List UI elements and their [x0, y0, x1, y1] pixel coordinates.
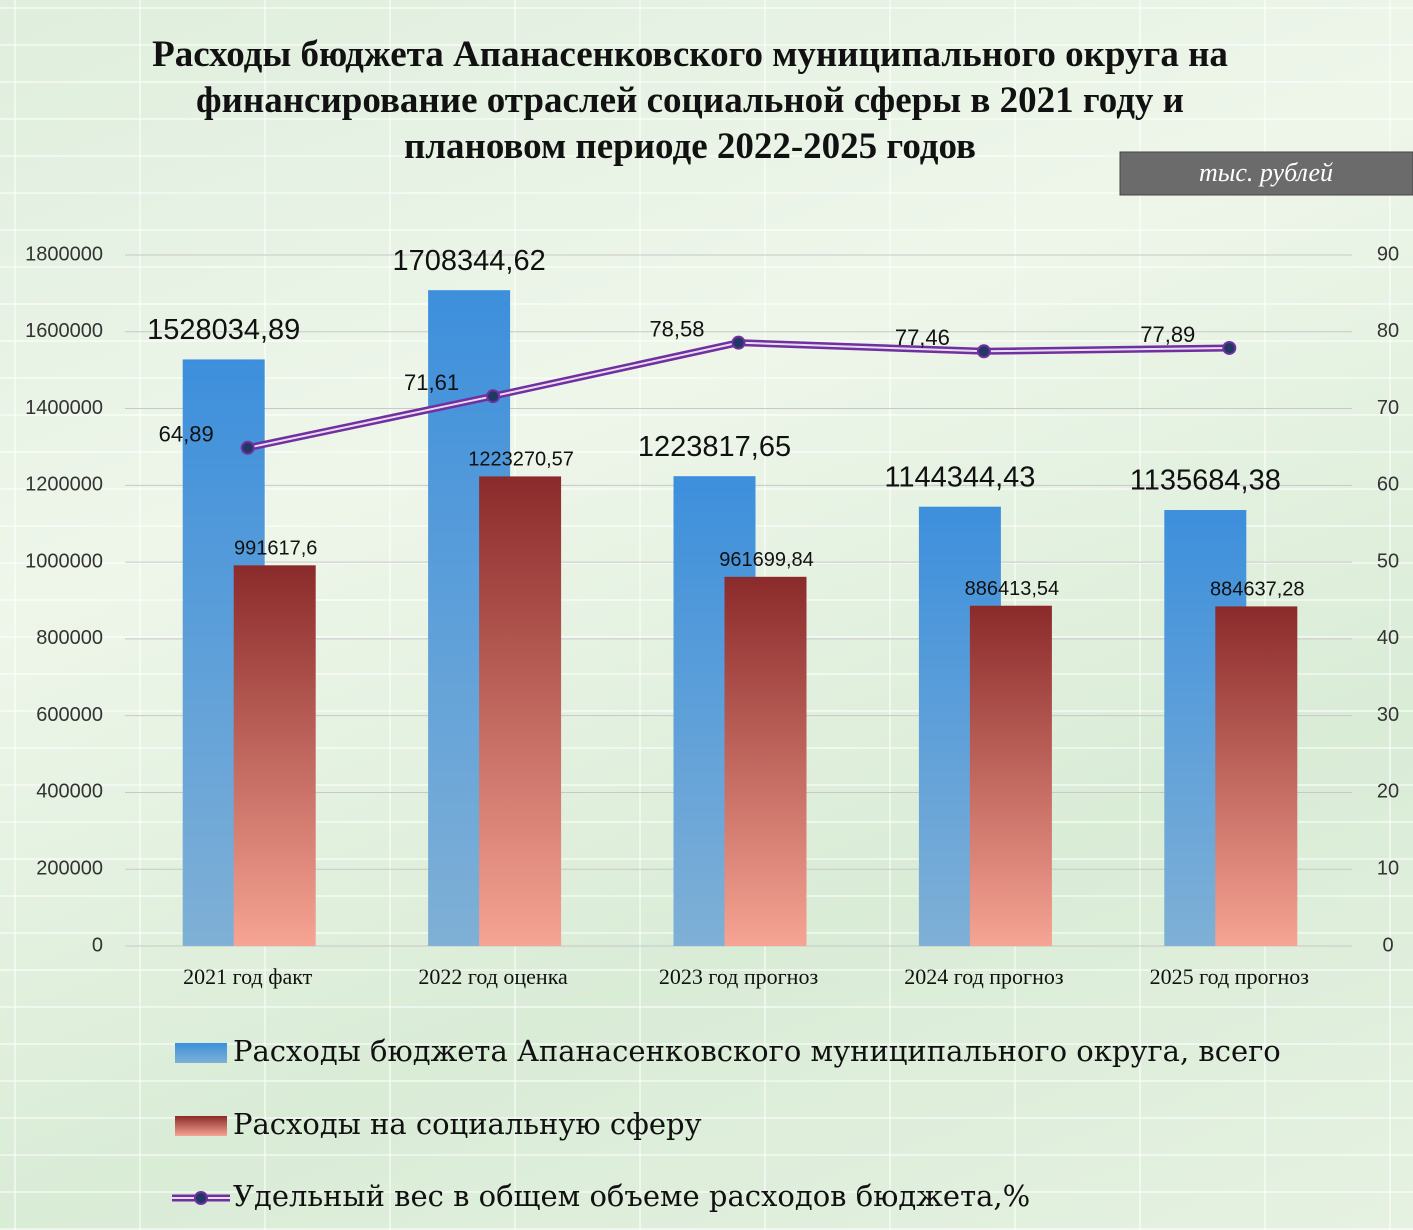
- y-tick-label: 400000: [36, 781, 103, 803]
- x-tick-label: 2025 год прогноз: [1150, 964, 1309, 989]
- legend-label: Расходы бюджета Апанасенковского муницип…: [233, 1034, 1281, 1068]
- y2-tick-label: 90: [1377, 243, 1399, 265]
- y2-tick-label: 50: [1377, 550, 1399, 572]
- data-label: 886413,54: [965, 578, 1060, 600]
- y-tick-label: 600000: [36, 704, 103, 726]
- bar: [725, 577, 807, 946]
- line-marker: [1223, 342, 1235, 354]
- data-label: 77,46: [895, 325, 950, 350]
- line-marker: [487, 390, 499, 402]
- legend-label: Расходы на социальную сферу: [233, 1107, 702, 1141]
- legend-swatch: [175, 1116, 227, 1136]
- data-label: 1528034,89: [147, 314, 300, 346]
- x-tick-label: 2022 год оценка: [418, 964, 568, 989]
- y2-tick-label: 40: [1377, 627, 1399, 649]
- data-label: 1223270,57: [468, 449, 574, 471]
- data-label: 884637,28: [1210, 579, 1305, 601]
- y2-tick-label: 20: [1377, 781, 1399, 803]
- line-marker: [733, 337, 745, 349]
- bar: [970, 606, 1052, 946]
- legend-label: Удельный вес в общем объеме расходов бюд…: [233, 1179, 1030, 1213]
- line-marker: [978, 345, 990, 357]
- data-label: 77,89: [1140, 322, 1195, 347]
- y-tick-label: 1000000: [25, 550, 103, 572]
- page: тыс. рублей 0200000400000600000800000100…: [0, 0, 1413, 1230]
- chart-title: Расходы бюджета Апанасенковского муницип…: [130, 32, 1250, 170]
- bar: [479, 476, 561, 946]
- data-label: 78,58: [649, 316, 704, 341]
- bar: [234, 565, 316, 946]
- data-label: 991617,6: [234, 538, 317, 560]
- data-label: 961699,84: [719, 549, 814, 571]
- y2-tick-label: 60: [1377, 474, 1399, 496]
- y-tick-label: 800000: [36, 627, 103, 649]
- data-label: 1135684,38: [1130, 465, 1281, 497]
- data-label: 64,89: [159, 422, 214, 447]
- data-label: 1708344,62: [392, 245, 545, 277]
- data-label: 1144344,43: [884, 461, 1035, 493]
- data-label: 1223817,65: [638, 431, 791, 463]
- x-tick-label: 2021 год факт: [183, 964, 312, 989]
- y2-tick-label: 30: [1377, 704, 1399, 726]
- data-label: 71,61: [404, 370, 459, 395]
- y2-tick-label: 70: [1377, 397, 1399, 419]
- y2-tick-label: 80: [1377, 320, 1399, 342]
- y-tick-label: 0: [92, 934, 103, 956]
- y2-tick-label: 0: [1382, 934, 1393, 956]
- y2-tick-label: 10: [1377, 858, 1399, 880]
- bar: [1215, 606, 1297, 946]
- y-tick-label: 1800000: [25, 243, 103, 265]
- y-tick-label: 200000: [36, 858, 103, 880]
- x-tick-label: 2024 год прогноз: [904, 964, 1063, 989]
- x-tick-label: 2023 год прогноз: [659, 964, 818, 989]
- legend-swatch: [195, 1192, 207, 1204]
- y-tick-label: 1200000: [25, 474, 103, 496]
- y-tick-label: 1600000: [25, 320, 103, 342]
- y-tick-label: 1400000: [25, 397, 103, 419]
- legend-swatch: [175, 1043, 227, 1063]
- line-marker: [242, 442, 254, 454]
- chart: тыс. рублей 0200000400000600000800000100…: [0, 0, 1413, 1230]
